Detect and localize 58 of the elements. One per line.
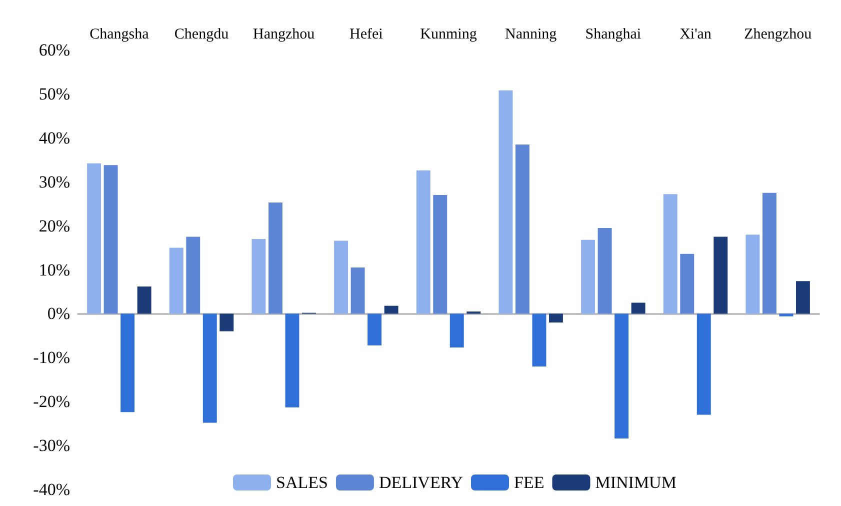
x-tick-label: Kunming [420, 26, 478, 42]
bar [696, 314, 711, 415]
y-tick-label: 10% [38, 260, 70, 280]
bar [714, 236, 728, 314]
bar [680, 254, 694, 314]
bar [252, 238, 266, 314]
y-tick-label: 20% [38, 216, 70, 236]
bar [548, 314, 563, 322]
y-tick-label: -40% [33, 480, 70, 499]
y-tick-label: 0% [47, 304, 70, 324]
bar [498, 90, 513, 314]
bar [532, 314, 546, 366]
y-tick-label: 40% [38, 128, 70, 148]
bar [515, 144, 530, 314]
bar [334, 240, 348, 314]
bar [614, 314, 629, 439]
bar [384, 306, 398, 314]
x-tick-label: Hefei [350, 26, 383, 42]
legend-label: SALES [276, 473, 328, 492]
y-tick-label: -10% [33, 348, 70, 368]
bar [120, 314, 135, 412]
bar [169, 248, 184, 314]
bar [416, 170, 430, 314]
bar [581, 240, 596, 314]
legend-label: FEE [514, 473, 544, 492]
y-tick-label: 60% [38, 40, 70, 60]
bar [368, 314, 382, 346]
bar [285, 314, 300, 408]
bar [350, 268, 365, 314]
bar [104, 165, 118, 314]
bar [762, 192, 776, 314]
bar [186, 236, 200, 314]
y-tick-label: -30% [33, 436, 70, 456]
x-tick-label: Nanning [504, 26, 558, 42]
bar [268, 202, 282, 314]
bar [746, 234, 760, 314]
bar [598, 228, 612, 314]
bar [220, 314, 234, 332]
x-tick-label: Zhengzhou [744, 26, 812, 42]
bar [202, 314, 217, 423]
bar [433, 195, 448, 314]
bar [87, 163, 102, 314]
bar [796, 281, 810, 314]
y-tick-label: 30% [38, 172, 70, 192]
legend-label: DELIVERY [378, 473, 463, 492]
x-tick-label: Hangzhou [253, 26, 316, 42]
bar [663, 194, 678, 314]
bar [631, 302, 646, 314]
y-tick-label: 50% [38, 84, 70, 104]
bar [137, 286, 152, 314]
x-tick-label: Shanghai [585, 26, 642, 42]
x-tick-label: Xi'an [680, 26, 712, 42]
y-tick-label: -20% [33, 392, 70, 412]
x-tick-label: Chengdu [174, 26, 230, 42]
bar [450, 314, 464, 348]
x-tick-label: Changsha [90, 26, 150, 42]
bar [779, 314, 794, 316]
legend-label: MINIMUM [595, 473, 676, 492]
